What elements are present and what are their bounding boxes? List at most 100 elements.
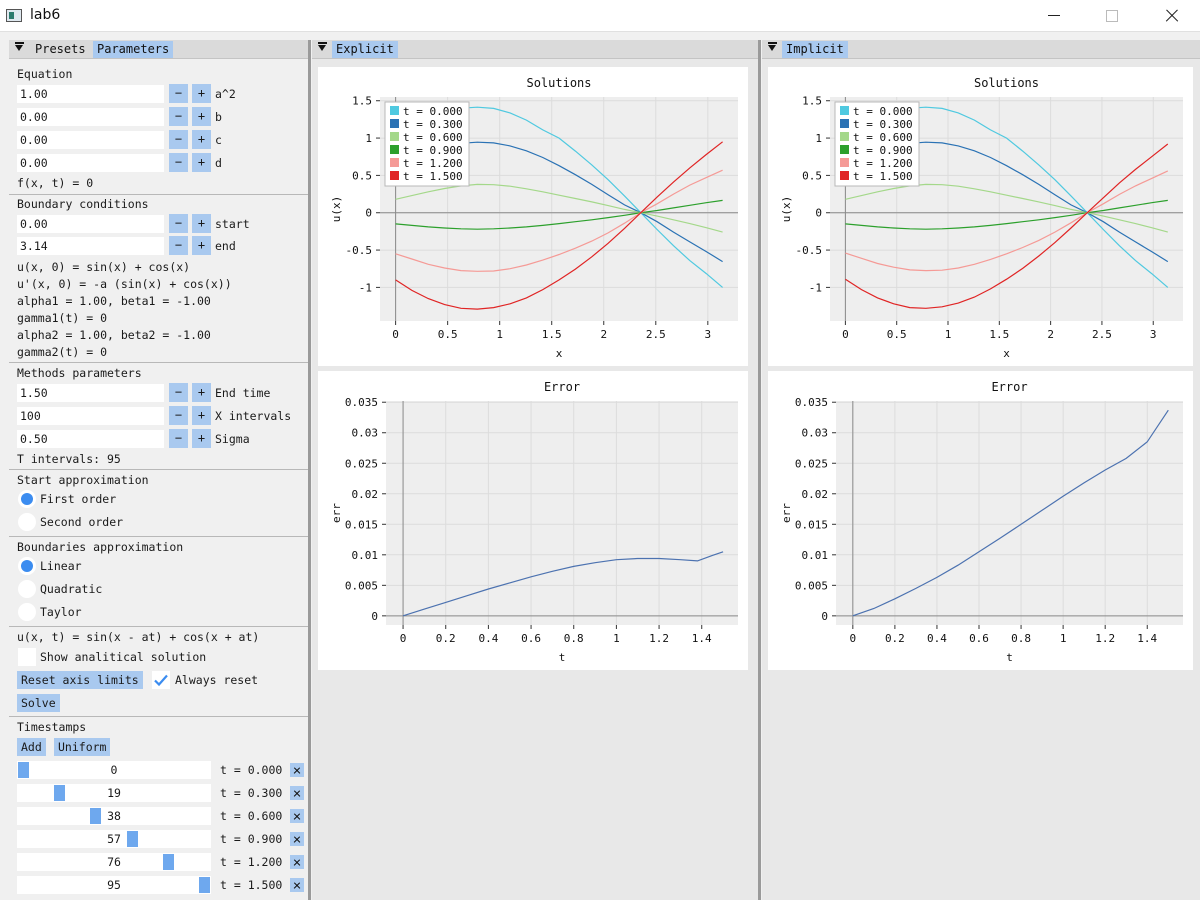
legend-entry: t = 0.900 (403, 144, 463, 157)
x-intervals-decrement-button[interactable]: − (169, 406, 188, 425)
series-line (395, 169, 723, 272)
remove-timestamp-button[interactable] (290, 763, 304, 777)
uniform-button[interactable]: Uniform (54, 738, 111, 756)
c-input[interactable]: 0.00 (17, 131, 164, 149)
tab-implicit[interactable]: Implicit (782, 41, 848, 58)
analytical-formula: u(x, t) = sin(x - at) + cos(x + at) (17, 630, 260, 644)
always-reset-checkbox[interactable] (152, 671, 170, 689)
x-intervals-increment-button[interactable]: + (192, 406, 211, 425)
solve-button[interactable]: Solve (17, 694, 60, 712)
timestamp-slider[interactable]: 0 (17, 761, 211, 779)
start-decrement-button[interactable]: − (169, 214, 188, 233)
x-tick-label: 1 (945, 328, 952, 341)
x-tick-label: 1 (1060, 632, 1067, 645)
end-time-input[interactable]: 1.50 (17, 384, 164, 402)
timestamp-label: t = 0.900 (220, 832, 283, 846)
series-line (402, 551, 724, 617)
explicit-solutions-chart: Solutions 0 0.5 1 1.5 2 2.5 3 -1 -0.5 0 0.5 1 1.5 x u(x… (330, 76, 738, 360)
equation-heading: Equation (17, 67, 73, 81)
c-decrement-button[interactable]: − (169, 130, 188, 149)
y-axis-label: u(x) (780, 196, 793, 223)
a2-decrement-button[interactable]: − (169, 84, 188, 103)
show-analytical-checkbox[interactable] (18, 648, 36, 666)
remove-timestamp-button[interactable] (290, 878, 304, 892)
tab-parameters[interactable]: Parameters (93, 41, 174, 58)
remove-timestamp-button[interactable] (290, 786, 304, 800)
timestamp-slider[interactable]: 57 (17, 830, 211, 848)
splitter[interactable] (758, 40, 761, 900)
start-label: start (215, 217, 250, 231)
x-tick-label: 1.2 (649, 632, 669, 645)
end-decrement-button[interactable]: − (169, 236, 188, 255)
b-input[interactable]: 0.00 (17, 108, 164, 126)
start-input[interactable]: 0.00 (17, 215, 164, 233)
timestamp-slider[interactable]: 95 (17, 876, 211, 894)
x-tick-label: 0 (850, 632, 857, 645)
slider-grab-handle[interactable] (126, 831, 138, 847)
remove-timestamp-button[interactable] (290, 855, 304, 869)
first-order-radio[interactable] (18, 490, 36, 508)
linear-radio[interactable] (18, 557, 36, 575)
x-intervals-input[interactable]: 100 (17, 407, 164, 425)
implicit-solutions-plot[interactable]: Solutions 0 0.5 1 1.5 2 2.5 3 -1 -0.5 0 0.5 1 1.5 x u(x… (768, 67, 1193, 366)
maximize-button[interactable] (1088, 0, 1134, 31)
remove-timestamp-button[interactable] (290, 832, 304, 846)
collapse-triangle-icon[interactable] (14, 42, 24, 51)
slider-grab-handle[interactable] (54, 785, 66, 801)
b-decrement-button[interactable]: − (169, 107, 188, 126)
slider-grab-handle[interactable] (90, 808, 102, 824)
end-increment-button[interactable]: + (192, 236, 211, 255)
slider-grab-handle[interactable] (199, 877, 210, 893)
tab-presets[interactable]: Presets (35, 42, 86, 56)
slider-grab-handle[interactable] (162, 854, 174, 870)
sigma-increment-button[interactable]: + (192, 429, 211, 448)
divider (9, 716, 308, 717)
gamma1-text: gamma1(t) = 0 (17, 311, 108, 325)
y-tick-label: 0 (365, 207, 372, 220)
c-increment-button[interactable]: + (192, 130, 211, 149)
a2-input[interactable]: 1.00 (17, 85, 164, 103)
splitter[interactable] (308, 40, 311, 900)
collapse-triangle-icon[interactable] (317, 42, 327, 51)
sigma-decrement-button[interactable]: − (169, 429, 188, 448)
explicit-error-plot[interactable]: Error 0 0.2 0.4 0.6 0.8 1 1.2 1.4 0 0.005 0.01 0.015… (318, 371, 748, 670)
timestamp-label: t = 0.000 (220, 763, 283, 777)
initial-derivative-text: u'(x, 0) = -a (sin(x) + cos(x)) (17, 277, 232, 291)
x-tick-label: 1.4 (1137, 632, 1157, 645)
taylor-radio[interactable] (18, 603, 36, 621)
legend-swatch (840, 132, 849, 141)
end-time-decrement-button[interactable]: − (169, 383, 188, 402)
start-increment-button[interactable]: + (192, 214, 211, 233)
series-line (845, 170, 1169, 272)
timestamp-slider[interactable]: 76 (17, 853, 211, 871)
x-tick-label: 1.4 (692, 632, 712, 645)
close-button[interactable] (1148, 0, 1194, 31)
a2-increment-button[interactable]: + (192, 84, 211, 103)
timestamp-slider[interactable]: 19 (17, 784, 211, 802)
y-tick-label: 0.5 (802, 169, 822, 182)
x-axis-label: t (559, 651, 566, 664)
implicit-error-plot[interactable]: Error 0 0.2 0.4 0.6 0.8 1 1.2 1.4 0 0.005 0.01 0.015… (768, 371, 1193, 670)
minimize-button[interactable] (1038, 0, 1084, 31)
implicit-error-chart: Error 0 0.2 0.4 0.6 0.8 1 1.2 1.4 0 0.005 0.01 0.015… (780, 380, 1183, 664)
second-order-radio[interactable] (18, 513, 36, 531)
tab-explicit[interactable]: Explicit (332, 41, 398, 58)
collapse-triangle-icon[interactable] (767, 42, 777, 51)
explicit-solutions-plot[interactable]: Solutions 0 0.5 1 1.5 2 2.5 3 -1 -0.5 0 0.5 1 1.5 x u(x… (318, 67, 748, 366)
end-input[interactable]: 3.14 (17, 237, 164, 255)
d-input[interactable]: 0.00 (17, 154, 164, 172)
add-timestamp-button[interactable]: Add (17, 738, 46, 756)
slider-grab-handle[interactable] (18, 762, 29, 778)
quadratic-radio[interactable] (18, 580, 36, 598)
y-tick-label: 0 (815, 207, 822, 220)
timestamp-label: t = 1.200 (220, 855, 283, 869)
d-decrement-button[interactable]: − (169, 153, 188, 172)
reset-axis-limits-button[interactable]: Reset axis limits (17, 671, 143, 689)
end-time-increment-button[interactable]: + (192, 383, 211, 402)
timestamp-slider[interactable]: 38 (17, 807, 211, 825)
sigma-input[interactable]: 0.50 (17, 430, 164, 448)
remove-timestamp-button[interactable] (290, 809, 304, 823)
b-increment-button[interactable]: + (192, 107, 211, 126)
d-increment-button[interactable]: + (192, 153, 211, 172)
legend-swatch (390, 145, 399, 154)
